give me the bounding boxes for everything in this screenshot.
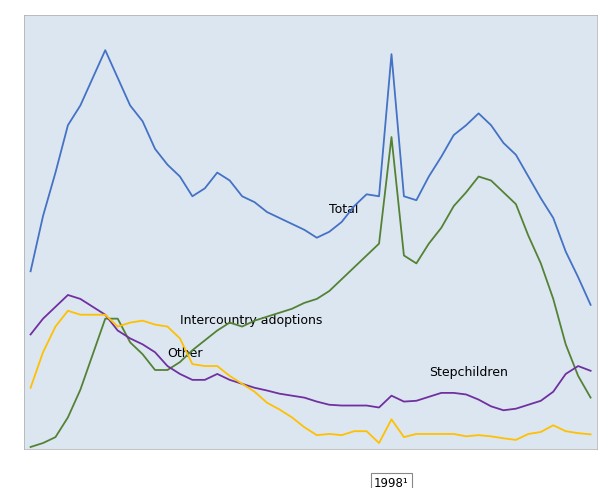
Text: Total: Total [329,203,359,216]
Text: Stepchildren: Stepchildren [429,366,508,379]
Text: 1998¹: 1998¹ [374,477,409,488]
Text: Intercountry adoptions: Intercountry adoptions [180,314,322,326]
Text: Other: Other [167,347,203,360]
